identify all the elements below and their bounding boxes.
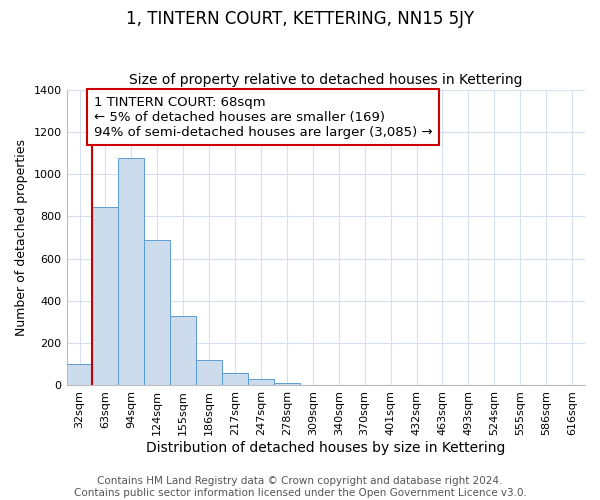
Y-axis label: Number of detached properties: Number of detached properties: [15, 139, 28, 336]
Text: 1 TINTERN COURT: 68sqm
← 5% of detached houses are smaller (169)
94% of semi-det: 1 TINTERN COURT: 68sqm ← 5% of detached …: [94, 96, 433, 139]
Title: Size of property relative to detached houses in Kettering: Size of property relative to detached ho…: [129, 73, 523, 87]
Bar: [274, 384, 300, 386]
Bar: [145, 240, 170, 386]
Bar: [118, 158, 145, 386]
Bar: [170, 316, 196, 386]
Text: Contains HM Land Registry data © Crown copyright and database right 2024.
Contai: Contains HM Land Registry data © Crown c…: [74, 476, 526, 498]
X-axis label: Distribution of detached houses by size in Kettering: Distribution of detached houses by size …: [146, 441, 505, 455]
Bar: [222, 373, 248, 386]
Bar: [92, 207, 118, 386]
Text: 1, TINTERN COURT, KETTERING, NN15 5JY: 1, TINTERN COURT, KETTERING, NN15 5JY: [126, 10, 474, 28]
Bar: [196, 360, 222, 386]
Bar: [248, 379, 274, 386]
Bar: [67, 364, 92, 386]
